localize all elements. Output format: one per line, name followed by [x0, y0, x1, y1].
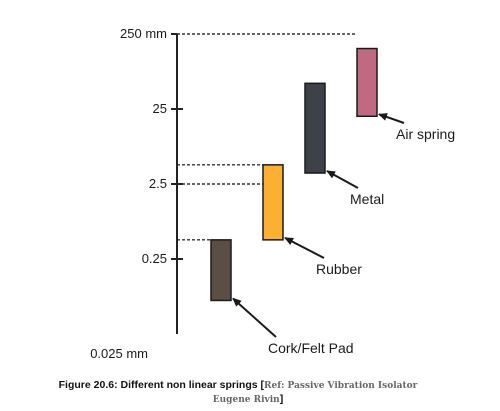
y-tick-label: 250 mm: [120, 26, 167, 41]
range-bar: [262, 164, 284, 241]
bar-label: Cork/Felt Pad: [268, 340, 354, 356]
bar-label: Rubber: [316, 261, 362, 277]
label-arrow: [378, 113, 405, 124]
label-arrow: [232, 297, 277, 338]
y-tick-label: 25: [153, 101, 167, 116]
bar-label: Metal: [350, 191, 384, 207]
range-bar: [356, 47, 378, 118]
caption-ref-line2: Eugene Rivin: [213, 395, 280, 405]
y-tick-label: 0.025 mm: [90, 346, 148, 361]
caption-open-bracket: [: [261, 379, 265, 391]
label-arrow: [284, 236, 325, 259]
caption-close-bracket: ]: [280, 393, 284, 405]
label-arrow: [326, 170, 359, 189]
reference-lines: [177, 33, 357, 241]
bar-labels: Cork/Felt Pad Rubber Metal Air spring: [232, 113, 455, 356]
y-tick-label: 2.5: [149, 176, 167, 191]
y-axis-ticks: 250 mm 25 2.5 0.25 0.025 mm: [90, 26, 183, 361]
figure-caption-line2: Eugene Rivin]: [213, 393, 283, 405]
range-bar: [304, 82, 326, 174]
caption-ref-line1: Ref: Passive Vibration Isolator: [264, 381, 418, 391]
range-bar: [210, 239, 232, 302]
range-bars: [210, 47, 378, 302]
bar-label: Air spring: [396, 126, 455, 142]
y-tick-label: 0.25: [142, 251, 167, 266]
caption-main: Figure 20.6: Different non linear spring…: [59, 379, 261, 391]
figure-caption: Figure 20.6: Different non linear spring…: [59, 379, 418, 391]
